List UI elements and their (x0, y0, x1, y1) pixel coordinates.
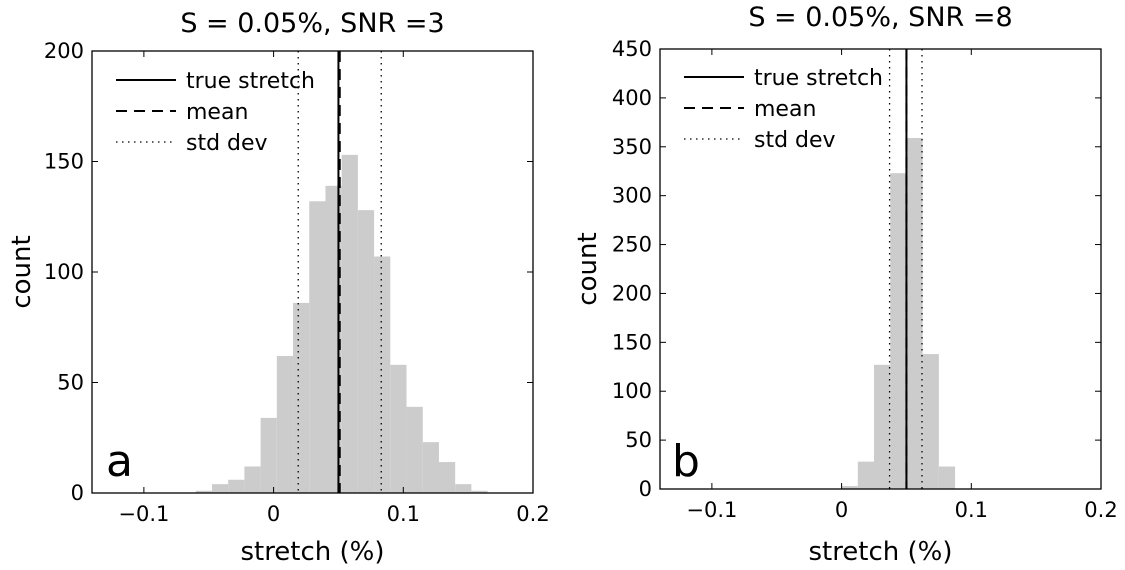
histogram-bar (374, 257, 390, 493)
histogram-bar (358, 210, 374, 493)
histogram-bar (407, 407, 423, 493)
y-tick-label: 50 (625, 428, 652, 452)
y-tick-label: 0 (71, 481, 84, 505)
y-tick-label: 50 (57, 371, 84, 395)
legend-label: std dev (186, 131, 268, 156)
panel-label: b (672, 436, 700, 487)
y-tick-label: 200 (612, 281, 652, 305)
y-axis-label: count (573, 232, 603, 305)
y-tick-label: 450 (612, 37, 652, 61)
panel-a: −0.1 0 0.1 0.2 0 50 100 150 200 S = 0.05%, SNR =… (7, 8, 550, 567)
y-tick-label: 350 (612, 135, 652, 159)
y-tick-label: 300 (612, 184, 652, 208)
x-tick-label: −0.1 (686, 498, 737, 522)
legend-label: true stretch (754, 66, 883, 91)
histogram-bar (261, 418, 277, 493)
x-tick-label: −0.1 (118, 502, 169, 526)
chart-title: S = 0.05%, SNR =3 (180, 8, 444, 39)
histogram-bar (874, 365, 890, 489)
histogram-bar (293, 303, 309, 493)
legend-label: mean (186, 100, 248, 125)
y-tick-label: 400 (612, 86, 652, 110)
legend-label: true stretch (186, 69, 315, 94)
x-tick-label: 0.2 (1084, 498, 1117, 522)
panel-label: a (106, 436, 133, 487)
legend: true stretch mean std dev (116, 69, 315, 156)
y-tick-label: 250 (612, 233, 652, 257)
histogram-bars (842, 138, 955, 489)
x-tick-label: 0 (835, 498, 848, 522)
histogram-bar (923, 354, 939, 489)
histogram-bar (212, 484, 228, 493)
legend-label: mean (754, 97, 816, 122)
histogram-bar (455, 484, 471, 493)
histogram-bars (196, 155, 488, 493)
x-tick-label: 0.2 (516, 502, 549, 526)
x-tick-label: 0 (267, 502, 280, 526)
histogram-bar (309, 201, 325, 493)
legend-label: std dev (754, 128, 836, 153)
y-tick-label: 150 (44, 150, 84, 174)
chart-title: S = 0.05%, SNR =8 (748, 2, 1012, 33)
histogram-bar (890, 173, 906, 489)
histogram-bar (342, 155, 358, 493)
histogram-bar (939, 467, 955, 489)
y-tick-label: 150 (612, 330, 652, 354)
y-tick-label: 100 (44, 260, 84, 284)
histogram-bar (228, 480, 244, 493)
y-tick-label: 100 (612, 379, 652, 403)
y-axis-label: count (7, 235, 37, 308)
y-tick-label: 0 (639, 477, 652, 501)
x-axis-label: stretch (%) (240, 537, 384, 567)
y-tick-label: 200 (44, 39, 84, 63)
x-tick-label: 0.1 (955, 498, 988, 522)
x-tick-label: 0.1 (387, 502, 420, 526)
panel-b: −0.1 0 0.1 0.2 0 50 100 150 200 250 300 350 400 450 S… (573, 2, 1118, 567)
x-axis-label: stretch (%) (808, 537, 952, 567)
histogram-bar (439, 462, 455, 493)
histogram-bar (423, 442, 439, 493)
histogram-bar (277, 356, 293, 493)
histogram-bar (244, 466, 260, 493)
histogram-bar (858, 462, 874, 489)
histogram-bar (906, 138, 922, 489)
legend: true stretch mean std dev (684, 66, 883, 153)
histogram-bar (390, 365, 406, 493)
